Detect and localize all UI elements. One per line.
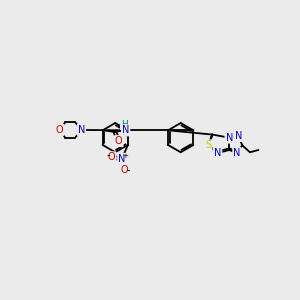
Text: H: H (121, 120, 128, 129)
Text: N: N (214, 148, 221, 158)
Text: O: O (56, 125, 64, 135)
Text: N: N (226, 133, 233, 142)
Text: O: O (120, 165, 128, 175)
Text: N: N (78, 125, 85, 135)
Text: +: + (123, 153, 128, 159)
Text: N: N (235, 131, 242, 141)
Text: -: - (106, 150, 109, 160)
Text: -: - (127, 165, 130, 175)
Text: N: N (118, 154, 125, 164)
Text: O: O (115, 136, 123, 146)
Text: N: N (233, 148, 241, 158)
Text: O: O (108, 152, 116, 162)
Text: N: N (122, 125, 129, 135)
Text: S: S (206, 140, 212, 150)
